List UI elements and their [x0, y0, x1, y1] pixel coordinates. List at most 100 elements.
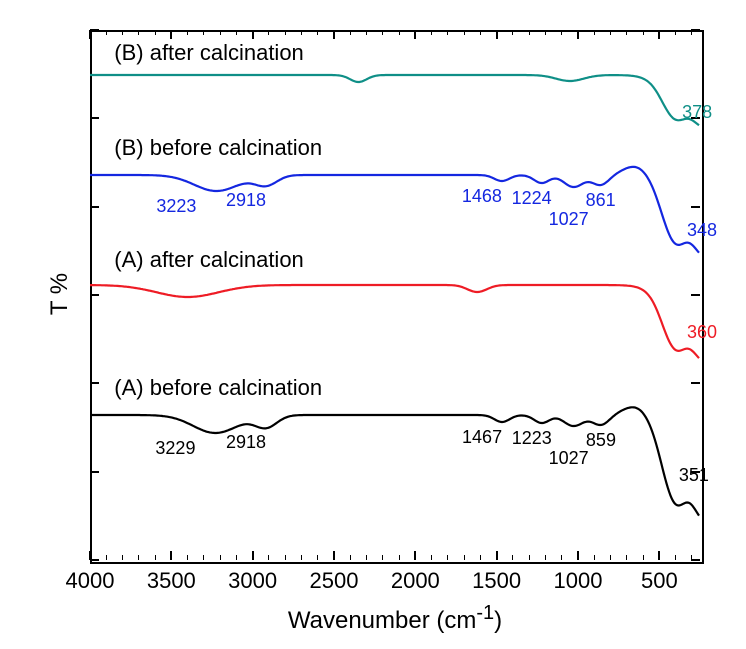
- x-tick-minor: [626, 555, 627, 560]
- y-tick: [90, 471, 99, 473]
- x-tick-label: 500: [619, 568, 699, 594]
- x-tick-minor: [301, 555, 302, 560]
- x-tick-major: [496, 551, 498, 560]
- series-label-B_after: (B) after calcination: [114, 40, 304, 66]
- x-axis-title-close: ): [494, 607, 502, 634]
- x-tick-minor: [285, 30, 286, 35]
- y-axis-title: T %: [46, 254, 74, 334]
- x-tick-major: [577, 551, 579, 560]
- x-tick-minor: [366, 30, 367, 35]
- x-tick-minor: [155, 555, 156, 560]
- x-tick-minor: [301, 30, 302, 35]
- x-tick-minor: [610, 30, 611, 35]
- x-tick-minor: [675, 555, 676, 560]
- x-tick-minor: [268, 30, 269, 35]
- x-tick-minor: [317, 30, 318, 35]
- x-tick-minor: [106, 555, 107, 560]
- series-label-A_before: (A) before calcination: [114, 375, 322, 401]
- peak-label-A_before-3229: 3229: [155, 438, 195, 459]
- x-tick-label: 1500: [457, 568, 537, 594]
- x-tick-minor: [643, 555, 644, 560]
- x-tick-minor: [512, 555, 513, 560]
- x-tick-minor: [285, 555, 286, 560]
- x-tick-minor: [317, 555, 318, 560]
- peak-label-A_before-1467: 1467: [462, 427, 502, 448]
- peak-label-B_before-2918: 2918: [226, 190, 266, 211]
- y-tick: [691, 382, 700, 384]
- x-tick-minor: [643, 30, 644, 35]
- x-tick-minor: [545, 30, 546, 35]
- x-tick-major: [252, 551, 254, 560]
- peak-label-B_before-3223: 3223: [156, 196, 196, 217]
- x-tick-major: [170, 30, 172, 39]
- x-tick-minor: [464, 555, 465, 560]
- spectra-lines: [0, 0, 746, 649]
- x-tick-major: [577, 30, 579, 39]
- x-tick-minor: [431, 30, 432, 35]
- peak-label-A_before-2918: 2918: [226, 432, 266, 453]
- x-tick-minor: [236, 555, 237, 560]
- end-peak-label-B_before: 348: [687, 220, 717, 241]
- x-tick-minor: [350, 555, 351, 560]
- x-tick-minor: [366, 555, 367, 560]
- x-tick-minor: [512, 30, 513, 35]
- x-tick-major: [252, 30, 254, 39]
- x-tick-major: [170, 551, 172, 560]
- spectrum-B_after: [90, 75, 699, 125]
- x-tick-minor: [480, 555, 481, 560]
- end-peak-label-A_after: 360: [687, 322, 717, 343]
- peak-label-A_before-1027: 1027: [549, 448, 589, 469]
- x-tick-minor: [399, 30, 400, 35]
- x-tick-major: [496, 30, 498, 39]
- x-tick-minor: [675, 30, 676, 35]
- series-label-A_after: (A) after calcination: [114, 247, 304, 273]
- x-tick-minor: [447, 555, 448, 560]
- x-tick-major: [414, 30, 416, 39]
- x-tick-minor: [236, 30, 237, 35]
- x-tick-minor: [138, 555, 139, 560]
- y-tick: [90, 294, 99, 296]
- ftir-chart: T % Wavenumber (cm-1) 400035003000250020…: [0, 0, 746, 649]
- y-tick: [90, 117, 99, 119]
- x-tick-minor: [106, 30, 107, 35]
- x-tick-label: 3000: [213, 568, 293, 594]
- y-tick: [90, 206, 99, 208]
- x-tick-minor: [268, 555, 269, 560]
- x-tick-minor: [561, 30, 562, 35]
- x-tick-minor: [610, 555, 611, 560]
- x-tick-minor: [529, 555, 530, 560]
- x-tick-minor: [399, 555, 400, 560]
- x-tick-minor: [187, 30, 188, 35]
- spectrum-A_before: [90, 407, 699, 515]
- x-tick-major: [333, 30, 335, 39]
- peak-label-A_before-1223: 1223: [512, 428, 552, 449]
- x-tick-label: 2000: [375, 568, 455, 594]
- x-tick-major: [414, 551, 416, 560]
- end-peak-label-B_after: 378: [682, 102, 712, 123]
- x-tick-minor: [138, 30, 139, 35]
- x-tick-label: 3500: [131, 568, 211, 594]
- x-tick-label: 4000: [50, 568, 130, 594]
- spectrum-A_after: [90, 285, 699, 358]
- x-tick-minor: [203, 555, 204, 560]
- peak-label-B_before-1224: 1224: [512, 188, 552, 209]
- x-tick-minor: [431, 555, 432, 560]
- x-tick-minor: [594, 555, 595, 560]
- x-tick-minor: [122, 30, 123, 35]
- x-tick-label: 1000: [538, 568, 618, 594]
- x-tick-minor: [350, 30, 351, 35]
- x-tick-minor: [155, 30, 156, 35]
- x-tick-minor: [220, 555, 221, 560]
- x-tick-minor: [187, 555, 188, 560]
- y-axis-title-text: T %: [46, 273, 73, 315]
- x-axis-title-super: -1: [476, 602, 494, 624]
- y-tick: [691, 294, 700, 296]
- x-tick-major: [333, 551, 335, 560]
- x-tick-minor: [382, 555, 383, 560]
- peak-label-B_before-861: 861: [586, 190, 616, 211]
- x-tick-minor: [529, 30, 530, 35]
- peak-label-A_before-859: 859: [586, 430, 616, 451]
- end-peak-label-A_before: 351: [679, 465, 709, 486]
- y-tick: [90, 559, 99, 561]
- x-tick-minor: [464, 30, 465, 35]
